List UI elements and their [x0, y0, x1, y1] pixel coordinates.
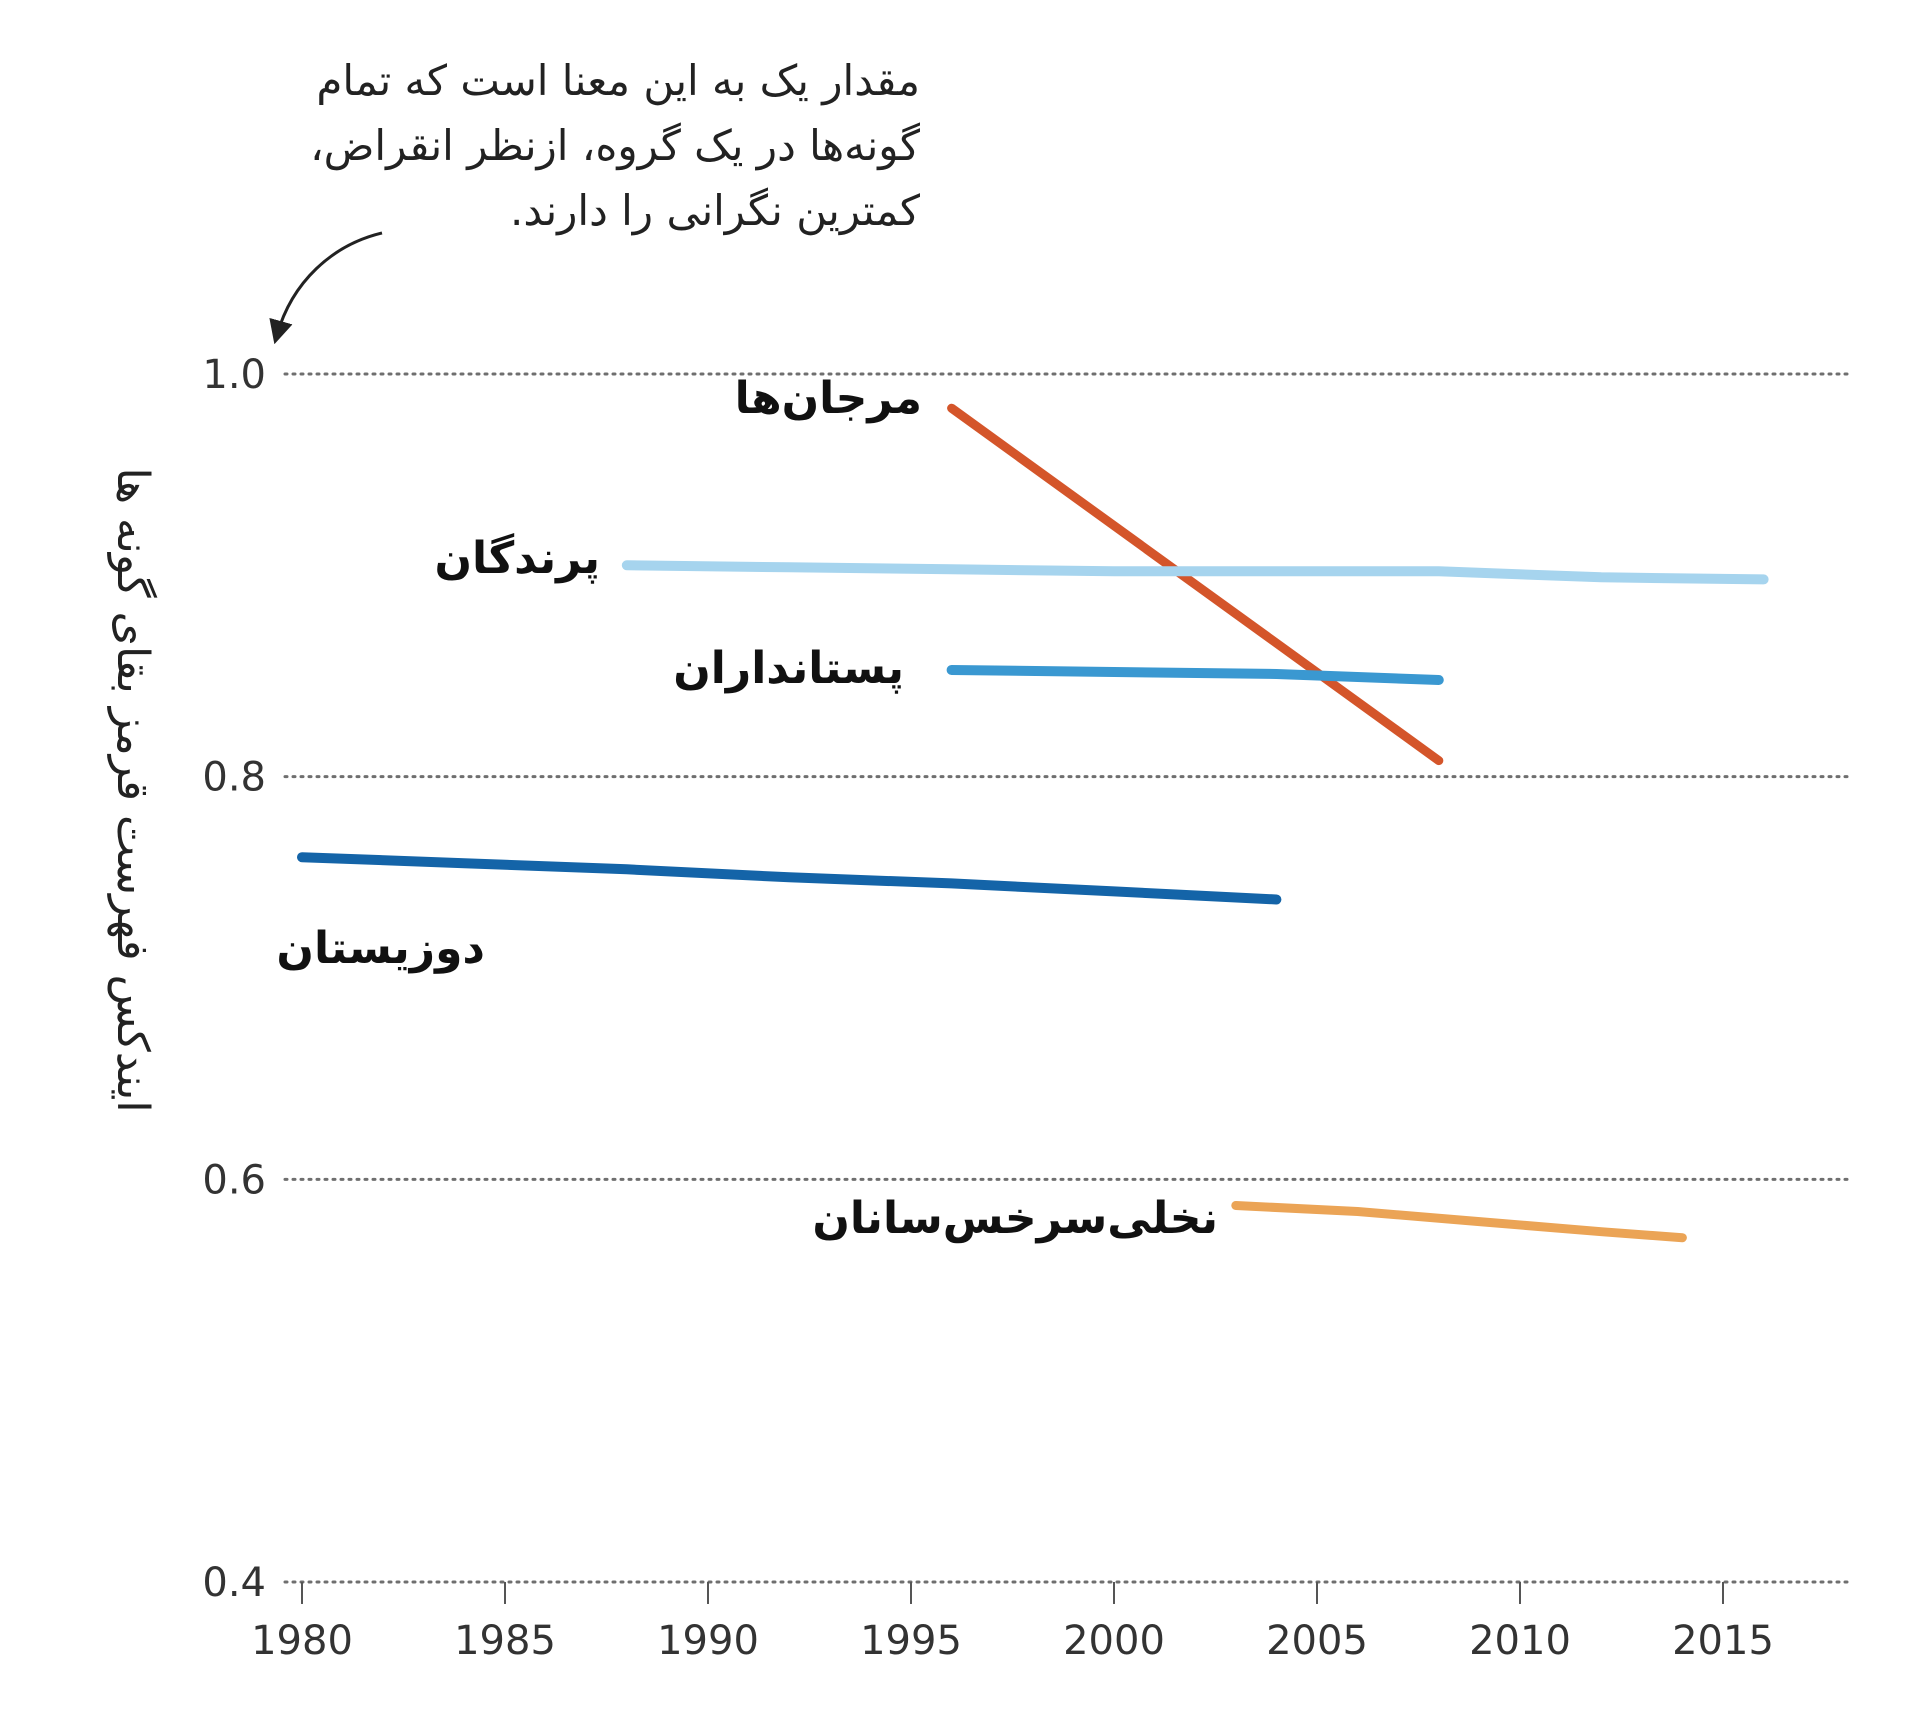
y-axis: 0.4 0.6 0.8 1.0: [202, 352, 266, 1606]
x-tick-label: 2010: [1469, 1618, 1571, 1664]
series-line-amphibians: [297, 852, 1282, 905]
y-axis-title: ایندکس فهرست قرمز بقای گونه ها: [107, 467, 158, 1112]
series-label-mammals: پستانداران: [673, 643, 904, 694]
gridlines: [283, 372, 1852, 1584]
annotation-line-1: مقدار یک به این معنا است که تمام: [316, 56, 920, 105]
x-tick-label: 1985: [454, 1618, 556, 1664]
series-lines: [297, 403, 1769, 1243]
x-tick-label: 1980: [251, 1618, 353, 1664]
series-label-amphibians: دوزیستان: [276, 923, 485, 974]
x-tick-label: 2005: [1266, 1618, 1368, 1664]
series-line-corals: [947, 403, 1444, 766]
annotation: مقدار یک به این معنا است که تمام گونه‌ها…: [269, 56, 920, 345]
y-tick-label: 0.8: [202, 755, 266, 801]
annotation-line-2: گونه‌ها در یک گروه، ازنظر انقراض،: [310, 121, 920, 170]
series-line-cycads: [1231, 1201, 1687, 1243]
series-line-birds: [621, 560, 1769, 585]
series-line-mammals: [946, 665, 1444, 685]
x-tick-label: 1990: [657, 1618, 759, 1664]
series-label-cycads: نخلی‌سرخس‌سانان: [812, 1193, 1218, 1244]
x-tick-label: 2000: [1063, 1618, 1165, 1664]
y-tick-label: 1.0: [202, 352, 266, 398]
series-label-corals: مرجان‌ها: [735, 373, 922, 424]
y-tick-label: 0.4: [202, 1560, 266, 1606]
x-axis: 1980 1985 1990 1995 2000 2005 2010 2015: [251, 1581, 1774, 1664]
series-label-birds: پرندگان: [435, 532, 601, 584]
y-tick-label: 0.6: [202, 1157, 266, 1203]
x-tick-label: 1995: [860, 1618, 962, 1664]
annotation-arrow-icon: [269, 231, 383, 345]
x-tick-label: 2015: [1672, 1618, 1774, 1664]
annotation-line-3: کمترین نگرانی را دارند.: [510, 186, 920, 235]
